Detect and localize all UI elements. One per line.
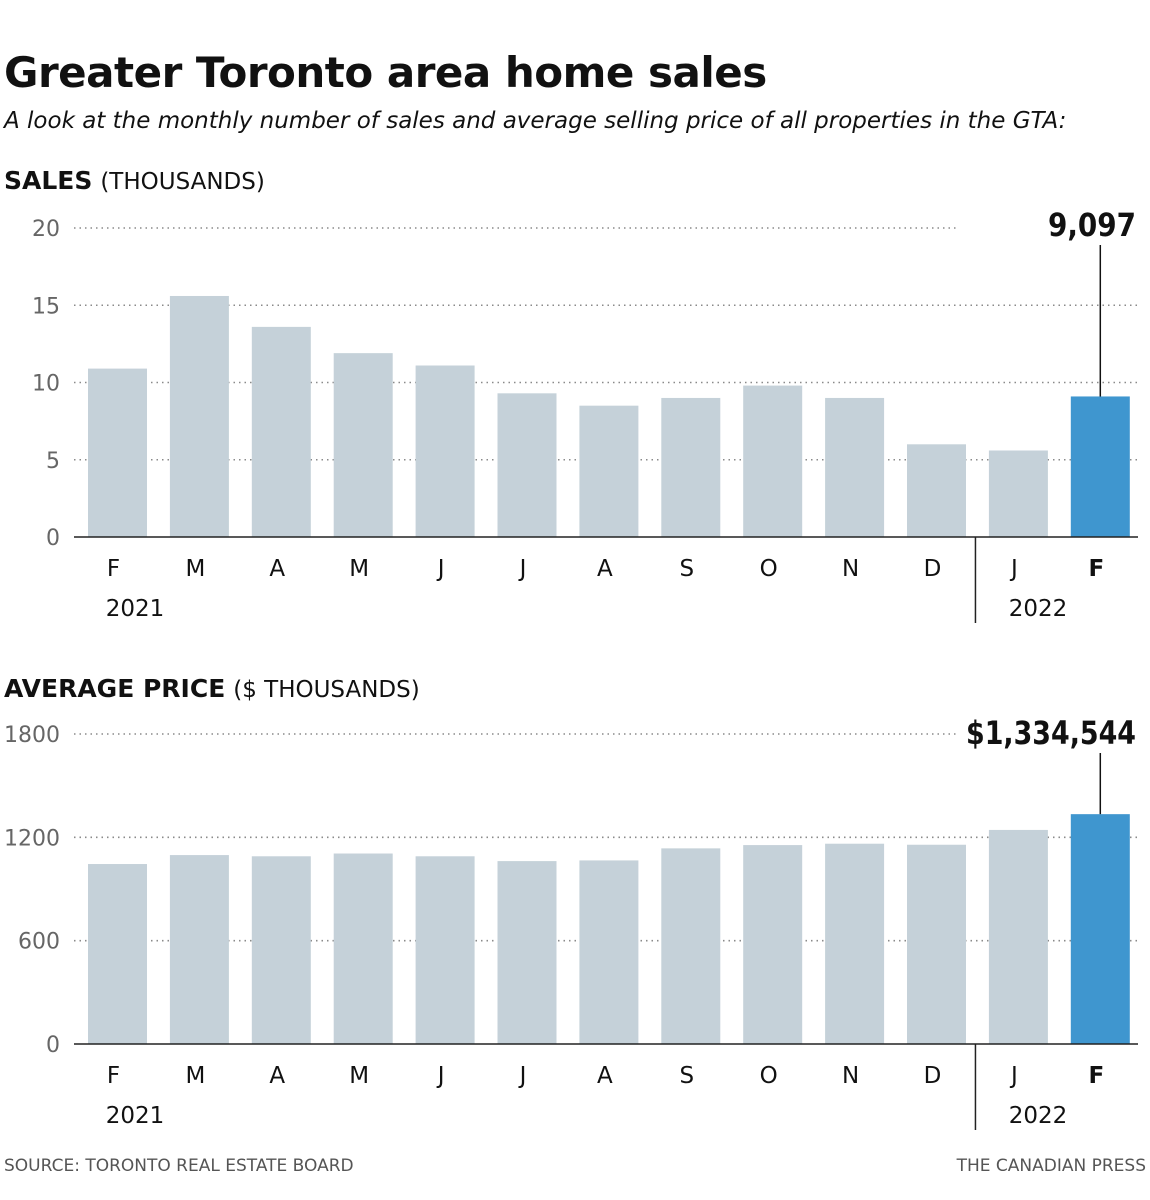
price-callout-value: $1,334,544: [966, 714, 1136, 752]
sales-bar: [169, 295, 229, 537]
sales-bar: [988, 450, 1048, 537]
price-callout-bg: [958, 712, 1148, 750]
price-year-label: 2021: [106, 1103, 165, 1129]
price-month-label: A: [269, 1063, 285, 1089]
sales-callout-bg: [958, 204, 1148, 242]
sales-month-label: A: [597, 556, 613, 582]
price-month-label: N: [842, 1063, 859, 1089]
sales-ytick-label: 15: [32, 294, 60, 319]
price-month-label: O: [760, 1063, 778, 1089]
sales-callout-value: 9,097: [1048, 206, 1136, 244]
sales-month-label: F: [107, 556, 120, 582]
price-month-label: J: [518, 1063, 527, 1089]
sales-bar: [743, 385, 803, 537]
price-bar: [661, 848, 721, 1044]
sales-bar: [907, 444, 966, 537]
sales-bar: [333, 353, 393, 537]
price-section-title: AVERAGE PRICE ($ THOUSANDS): [4, 674, 420, 703]
sales-section-title: SALES (THOUSANDS): [4, 166, 265, 195]
price-bar: [333, 853, 393, 1044]
sales-bar: [415, 365, 475, 537]
price-bar: [743, 845, 803, 1044]
sales-ytick-label: 20: [32, 217, 60, 242]
sales-month-label: J: [1009, 556, 1018, 582]
sales-month-label: O: [760, 556, 778, 582]
price-month-label: M: [349, 1063, 369, 1089]
sales-ytick-label: 5: [46, 449, 60, 474]
price-month-label: A: [597, 1063, 613, 1089]
sales-month-label: M: [349, 556, 369, 582]
source-note: SOURCE: TORONTO REAL ESTATE BOARD: [4, 1156, 354, 1176]
sales-bar: [579, 405, 639, 537]
price-title-bold: AVERAGE PRICE: [4, 674, 226, 703]
price-month-label: D: [924, 1063, 942, 1089]
chart-subtitle: A look at the monthly number of sales an…: [4, 108, 1067, 134]
price-bar: [988, 829, 1048, 1044]
chart-title: Greater Toronto area home sales: [4, 48, 767, 97]
price-month-label: J: [436, 1063, 445, 1089]
sales-month-label: A: [269, 556, 285, 582]
sales-ytick-label: 10: [32, 372, 60, 397]
price-ytick-label: 1800: [4, 723, 60, 748]
price-bar: [169, 855, 229, 1044]
sales-bar-chart: 0 5 10 15 20 F M A M J J A S O N D J F 2021 2022 9,097: [32, 204, 1148, 623]
credit-note: THE CANADIAN PRESS: [956, 1156, 1146, 1176]
price-bar: [579, 860, 639, 1044]
price-bar: [497, 861, 557, 1044]
price-month-label: J: [1009, 1063, 1018, 1089]
price-month-label: S: [679, 1063, 694, 1089]
price-title-unit: ($ THOUSANDS): [233, 677, 420, 703]
sales-bar: [661, 397, 721, 537]
price-year-label: 2022: [1009, 1103, 1068, 1129]
sales-month-label: F: [1088, 556, 1104, 582]
sales-month-label: S: [679, 556, 694, 582]
sales-month-label: D: [924, 556, 942, 582]
sales-month-label: M: [185, 556, 205, 582]
price-bar: [415, 856, 475, 1044]
price-bar: [251, 856, 311, 1044]
sales-bar: [88, 368, 147, 537]
sales-year-label: 2021: [106, 596, 165, 622]
price-month-label: M: [185, 1063, 205, 1089]
sales-month-label: N: [842, 556, 859, 582]
price-bar: [1070, 814, 1130, 1044]
sales-ytick-label: 0: [46, 526, 60, 551]
price-bar: [907, 844, 966, 1044]
sales-year-label: 2022: [1009, 596, 1068, 622]
sales-bar: [251, 326, 311, 537]
price-month-label: F: [1088, 1063, 1104, 1089]
price-month-label: F: [107, 1063, 120, 1089]
sales-title-bold: SALES: [4, 166, 93, 195]
sales-bar: [1070, 396, 1130, 537]
sales-bar: [825, 397, 885, 537]
price-ytick-label: 1200: [4, 826, 60, 851]
price-ytick-label: 600: [18, 930, 60, 955]
sales-month-label: J: [436, 556, 445, 582]
sales-title-unit: (THOUSANDS): [100, 169, 265, 195]
sales-month-label: J: [518, 556, 527, 582]
sales-bar: [497, 393, 557, 537]
price-bar-chart: 0 600 1200 1800 F M A M J J A S O N D J F 2021 2022 $1,334,…: [4, 712, 1148, 1130]
price-bar: [825, 843, 885, 1044]
price-bar: [88, 864, 147, 1044]
price-ytick-label: 0: [46, 1033, 60, 1058]
